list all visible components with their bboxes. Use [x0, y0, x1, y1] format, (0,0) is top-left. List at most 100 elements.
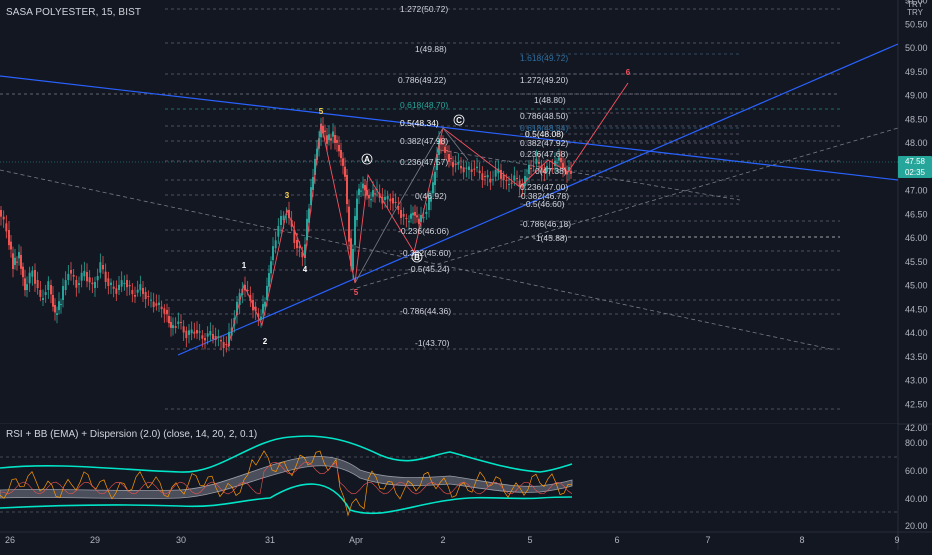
candle-body — [342, 158, 344, 166]
candle-body — [274, 240, 277, 249]
candle-body — [502, 175, 505, 181]
fibonacci-levels — [0, 8, 840, 410]
candle-body — [280, 216, 282, 225]
candle-body — [67, 273, 70, 280]
rsi-tick-label: 60.00 — [905, 466, 928, 476]
currency-label: TRY — [907, 0, 923, 9]
candle-body — [0, 210, 2, 217]
countdown-timer: 02:35 — [904, 168, 926, 177]
price-tick-label: 48.50 — [905, 114, 928, 124]
candle-body — [96, 275, 99, 281]
candle-body — [402, 214, 405, 217]
candle-body — [414, 212, 416, 216]
candle-body — [144, 292, 147, 300]
candle-body — [524, 176, 526, 186]
time-tick-label: 6 — [614, 535, 619, 545]
candle-body — [344, 166, 346, 177]
candle-body — [166, 310, 168, 314]
symbol-title[interactable]: SASA POLYESTER, 15, BIST — [6, 7, 142, 18]
time-axis[interactable]: 26 29 30 31 Apr 2 5 6 7 8 9 — [5, 535, 900, 545]
wave-label-circle — [453, 114, 465, 126]
candle-body — [88, 277, 91, 283]
price-axis[interactable]: 51.0050.5050.0049.5049.0048.5048.0047.50… — [905, 0, 928, 433]
candle-body — [217, 336, 220, 338]
candle-body — [505, 180, 508, 182]
fib-level-label: 1(48.80) — [534, 95, 566, 105]
candle-body — [212, 334, 214, 340]
candle-body — [336, 140, 338, 143]
candle-body — [444, 146, 446, 153]
candle-body — [562, 162, 564, 169]
candle-body — [182, 326, 185, 333]
candle-body — [301, 252, 304, 258]
rsi-indicator-title[interactable]: RSI + BB (EMA) + Dispersion (2.0) (close… — [6, 429, 258, 440]
candle-body — [268, 273, 270, 287]
fib-level-label: 0.5(48.08) — [525, 129, 564, 139]
candle-body — [540, 165, 543, 173]
candle-body — [298, 246, 301, 249]
price-tick-label: 42.50 — [905, 399, 928, 409]
candle-body — [436, 154, 438, 170]
fib-level-label: 0.236(47.68) — [520, 149, 568, 159]
candle-body — [31, 270, 34, 277]
candle-body — [360, 190, 362, 192]
candle-body — [86, 272, 88, 282]
elliott-wave-lines — [227, 82, 629, 348]
candle-body — [389, 198, 392, 202]
candle-body — [39, 290, 42, 297]
candle-body — [484, 176, 486, 177]
candlesticks — [0, 117, 572, 357]
candle-body — [170, 322, 172, 328]
candle-body — [454, 163, 457, 166]
candle-body — [238, 293, 241, 305]
candle-body — [209, 330, 212, 336]
candle-body — [546, 166, 548, 172]
candle-body — [370, 199, 372, 201]
candle-body — [374, 193, 376, 195]
candle-body — [438, 139, 440, 155]
candle-body — [418, 218, 420, 225]
candle-body — [430, 196, 432, 202]
candle-body — [16, 261, 18, 263]
currency-label-2: TRY — [907, 8, 923, 17]
candle-body — [254, 306, 257, 312]
candle-body — [422, 217, 425, 219]
candle-body — [201, 335, 204, 339]
candle-body — [198, 331, 201, 333]
candle-body — [326, 135, 328, 144]
candle-body — [296, 240, 298, 249]
ascending-trendline — [177, 43, 899, 356]
candle-body — [107, 278, 110, 287]
price-pane[interactable] — [0, 0, 898, 424]
candle-body — [26, 284, 28, 290]
candle-body — [272, 246, 274, 260]
fib-level-label: -0.382(46.78) — [518, 191, 569, 201]
candle-body — [416, 215, 418, 218]
candle-body — [126, 280, 128, 288]
candle-body — [425, 211, 428, 214]
candle-body — [12, 253, 14, 269]
candle-body — [128, 285, 131, 287]
price-tick-label: 42.00 — [905, 423, 928, 433]
rsi-axis: 80.00 60.00 40.00 20.00 — [905, 438, 928, 531]
candle-body — [123, 282, 126, 284]
fib-level-label: -1(43.70) — [415, 338, 450, 348]
candle-body — [104, 271, 107, 282]
candle-body — [352, 248, 354, 270]
wave-label: 3 — [285, 191, 290, 200]
candle-body — [8, 230, 10, 246]
candle-body — [556, 162, 558, 164]
candle-body — [260, 316, 262, 320]
candle-body — [526, 177, 528, 180]
last-price-tag: 47.58 02:35 — [898, 156, 932, 178]
fib-level-label: 0.382(47.92) — [520, 138, 568, 148]
candle-body — [180, 322, 182, 323]
candle-body — [190, 329, 193, 334]
time-tick-label: 5 — [527, 535, 532, 545]
candle-body — [543, 168, 546, 173]
wave-label-circle — [411, 251, 423, 263]
candle-body — [478, 170, 481, 174]
candle-body — [308, 208, 310, 223]
